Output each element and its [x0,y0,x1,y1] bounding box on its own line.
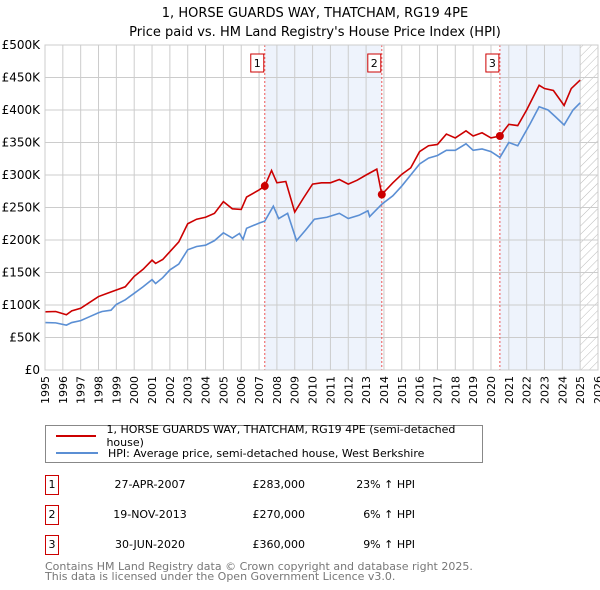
x-tick-label: 1995 [39,376,52,404]
x-tick-label: 2010 [307,376,320,404]
plot-border [44,44,599,371]
x-tick-label: 2015 [396,376,409,404]
y-tick-label: £300K [2,168,42,182]
sale-label-number: 2 [371,57,378,70]
y-tick-label: £50K [9,331,41,345]
legend-item-property: 1, HORSE GUARDS WAY, THATCHAM, RG19 4PE … [56,423,482,449]
x-tick-label: 2017 [431,376,444,404]
x-tick-label: 2026 [592,376,600,404]
x-tick-label: 2025 [574,376,587,404]
sale-row: 2 19-NOV-2013 £270,000 6% ↑ HPI [45,505,485,525]
y-tick-label: £150K [2,266,42,280]
x-tick-label: 2007 [253,376,266,404]
x-tick-label: 2000 [128,376,141,404]
y-tick-label: £100K [2,298,42,312]
x-tick-label: 2004 [200,376,213,404]
x-tick-label: 2020 [485,376,498,404]
x-tick-label: 2019 [467,376,480,404]
x-tick-label: 2013 [360,376,373,404]
series-line-hpi [44,102,581,326]
chart-subtitle: Price paid vs. HM Land Registry's House … [129,25,501,40]
sale-point [377,190,386,199]
sale-price: £270,000 [252,508,306,521]
x-tick-label: 2018 [449,376,462,404]
sale-label-box [367,53,382,73]
x-tick-label: 2022 [521,376,534,404]
price-chart: 1, HORSE GUARDS WAY, THATCHAM, RG19 4PE … [2,6,600,404]
x-tick-label: 2011 [324,376,337,404]
x-tick-label: 2003 [182,376,195,404]
x-tick-label: 2009 [289,376,302,404]
y-tick-label: £0 [25,363,40,377]
legend-swatch-red [56,435,97,437]
sale-number: 1 [45,475,59,495]
sale-date: 27-APR-2007 [114,478,186,491]
y-tick-label: £350K [2,136,42,150]
sale-label-box [485,53,500,73]
legend: 1, HORSE GUARDS WAY, THATCHAM, RG19 4PE … [45,423,483,463]
x-tick-label: 2002 [164,376,177,404]
x-tick-label: 2005 [217,376,230,404]
footer-copyright: Contains HM Land Registry data © Crown c… [45,560,473,573]
legend-item-hpi: HPI: Average price, semi-detached house,… [56,445,424,461]
legend-swatch-blue [56,452,98,454]
sale-point [495,132,504,140]
footer-licence: This data is licensed under the Open Gov… [45,570,396,583]
sale-number: 2 [45,505,59,525]
sale-row: 1 27-APR-2007 £283,000 23% ↑ HPI [45,475,485,495]
sale-price: £360,000 [252,538,306,551]
x-tick-label: 2023 [538,376,551,404]
y-tick-label: £450K [2,71,42,85]
x-tick-label: 1998 [93,376,106,404]
x-tick-label: 2014 [378,376,391,404]
y-tick-label: £400K [2,103,42,117]
x-tick-label: 2006 [235,376,248,404]
sale-hpi-diff: 9% ↑ HPI [363,538,415,551]
sale-price: £283,000 [252,478,306,491]
x-tick-label: 2001 [146,376,159,404]
x-tick-label: 1997 [75,376,88,404]
x-tick-label: 2024 [556,376,569,404]
sale-point [260,182,269,191]
y-tick-label: £500K [2,38,42,52]
legend-label-hpi: HPI: Average price, semi-detached house,… [108,446,425,460]
y-tick-label: £200K [2,233,42,247]
sale-number: 3 [45,535,59,555]
sale-hpi-diff: 23% ↑ HPI [356,478,415,491]
sale-label-box [250,53,265,73]
legend-label-property: 1, HORSE GUARDS WAY, THATCHAM, RG19 4PE … [106,423,456,449]
sale-label-number: 3 [489,57,496,70]
sale-date: 19-NOV-2013 [113,508,187,521]
x-tick-label: 1999 [110,376,123,404]
x-tick-label: 2016 [414,376,427,404]
sale-hpi-diff: 6% ↑ HPI [363,508,415,521]
sale-row: 3 30-JUN-2020 £360,000 9% ↑ HPI [45,535,485,555]
y-tick-label: £250K [2,201,42,215]
series-line-property [44,79,581,316]
x-tick-label: 1996 [57,376,70,404]
x-tick-label: 2012 [342,376,355,404]
x-tick-label: 2021 [503,376,516,404]
sale-label-number: 1 [254,57,261,70]
sale-date: 30-JUN-2020 [114,538,186,551]
x-tick-label: 2008 [271,376,284,404]
chart-title: 1, HORSE GUARDS WAY, THATCHAM, RG19 4PE [162,6,468,21]
